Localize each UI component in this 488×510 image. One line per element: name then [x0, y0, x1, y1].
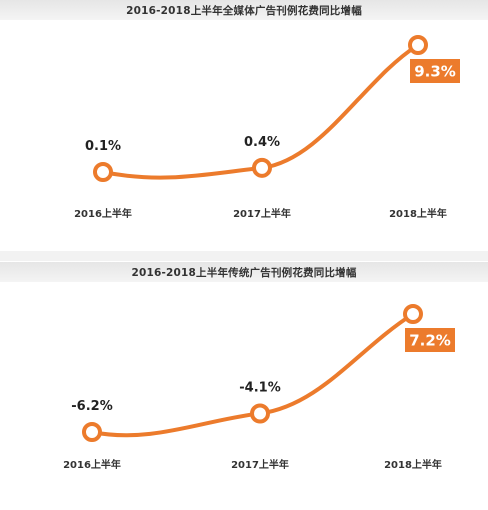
series-line	[101, 43, 420, 180]
data-label: -6.2%	[71, 399, 112, 414]
data-point	[82, 422, 102, 442]
data-label-highlight: 9.3%	[414, 63, 456, 81]
x-tick-label: 2017上半年	[231, 458, 289, 471]
line-chart: 2016上半年 0.1% 2017上半年 0.4% 2018上半年 9.3%	[74, 35, 460, 220]
chart-title: 2016-2018上半年传统广告刊例花费同比增幅	[0, 262, 488, 282]
data-label-highlight: 7.2%	[409, 332, 451, 350]
chart-panel-traditional: 2016-2018上半年传统广告刊例花费同比增幅 2016上半年 -6.2% 201…	[0, 262, 488, 510]
data-point	[403, 304, 423, 324]
x-tick-label: 2017上半年	[233, 207, 291, 220]
line-chart: 2016上半年 -6.2% 2017上半年 -4.1% 2018上半年 7.2%	[63, 304, 455, 471]
data-point	[408, 35, 428, 55]
data-label: 0.1%	[85, 139, 121, 154]
highlight-label-box	[410, 59, 460, 83]
data-point	[252, 157, 272, 178]
highlight-label-box	[405, 328, 455, 352]
data-point	[250, 403, 270, 424]
panel-divider	[0, 251, 488, 261]
chart-title: 2016-2018上半年全媒体广告刊例花费同比增幅	[0, 0, 488, 20]
x-tick-label: 2016上半年	[63, 458, 121, 471]
chart-panel-all-media: 2016-2018上半年全媒体广告刊例花费同比增幅 2016上半年 0.1% 201…	[0, 0, 488, 250]
data-label: -4.1%	[239, 381, 280, 396]
x-tick-label: 2018上半年	[384, 458, 442, 471]
x-tick-label: 2016上半年	[74, 207, 132, 220]
data-label: 0.4%	[244, 135, 280, 150]
data-point	[93, 162, 113, 182]
x-tick-label: 2018上半年	[389, 207, 447, 220]
